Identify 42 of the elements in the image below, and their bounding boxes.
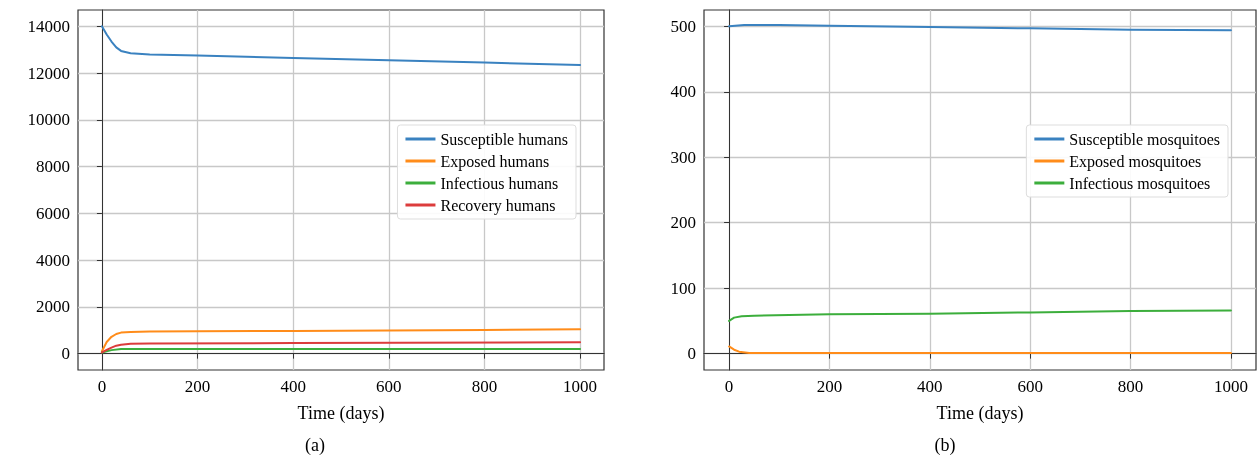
y-tick-label: 10000: [27, 110, 70, 130]
x-tick-label: 800: [1117, 377, 1144, 396]
y-tick-label: 100: [670, 278, 696, 298]
line-series: [728, 309, 1232, 322]
line-series: [728, 345, 1232, 354]
y-tick-label: 500: [670, 16, 696, 36]
line-series: [100, 328, 582, 353]
legend-label: Infectious mosquitoes: [1069, 174, 1211, 193]
text: (a): [305, 435, 325, 456]
x-tick-label: 800: [471, 377, 498, 396]
x-tick-label: 600: [376, 377, 402, 396]
legend-label: Susceptible mosquitoes: [1069, 130, 1220, 149]
x-axis-title: Time (days): [297, 403, 385, 424]
y-tick-label: 12000: [27, 63, 70, 83]
y-tick-label: 8000: [36, 157, 70, 177]
legend-label: Susceptible humans: [440, 130, 569, 149]
legend-label: Infectious humans: [440, 174, 559, 192]
x-tick-label: 400: [280, 377, 306, 396]
x-tick-label: 0: [97, 377, 107, 396]
y-tick-label: 200: [670, 213, 696, 233]
x-tick-label: 200: [816, 377, 843, 396]
legend-label: Exposed humans: [440, 152, 550, 171]
x-tick-label: 1000: [1213, 377, 1248, 396]
y-tick-label: 4000: [36, 250, 70, 270]
y-tick-label: 2000: [36, 297, 70, 317]
x-tick-label: 200: [184, 377, 211, 396]
y-tick-label: 400: [670, 82, 696, 102]
legend-label: Recovery humans: [440, 196, 556, 215]
line-series: [100, 341, 582, 354]
y-tick-label: 6000: [36, 203, 70, 223]
x-axis-title: Time (days): [936, 403, 1024, 424]
x-tick-label: 600: [1017, 377, 1043, 396]
y-tick-label: 300: [670, 147, 696, 167]
x-tick-label: 400: [917, 377, 943, 396]
legend-label: Exposed mosquitoes: [1069, 152, 1202, 171]
x-tick-label: 0: [724, 377, 734, 396]
text: (b): [934, 435, 956, 456]
y-tick-label: 0: [61, 344, 70, 364]
y-tick-label: 0: [687, 344, 696, 364]
y-tick-label: 14000: [27, 16, 70, 36]
line-series: [100, 25, 582, 66]
x-tick-label: 1000: [563, 377, 598, 396]
